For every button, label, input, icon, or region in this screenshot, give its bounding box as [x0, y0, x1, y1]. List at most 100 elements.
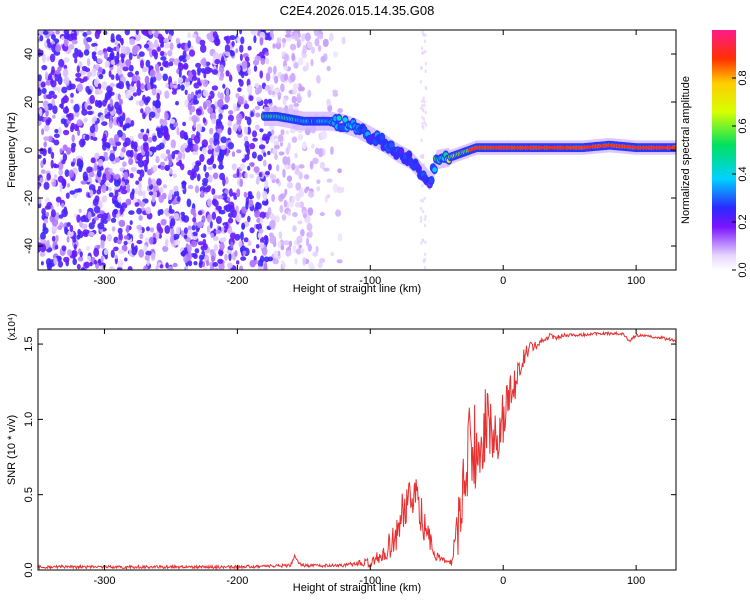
noise-blob	[104, 91, 111, 101]
noise-blob	[200, 44, 207, 53]
noise-blob	[78, 165, 83, 173]
noise-blob	[301, 141, 307, 150]
noise-blob	[268, 163, 272, 171]
noise-blob	[190, 208, 196, 215]
noise-blob	[52, 105, 58, 114]
noise-blob	[148, 236, 154, 245]
noise-blob	[285, 130, 289, 135]
noise-blob	[267, 150, 271, 156]
noise-blob	[186, 244, 192, 253]
noise-blob	[255, 96, 262, 102]
noise-blob	[422, 96, 425, 100]
noise-blob	[170, 139, 176, 149]
noise-blob	[164, 225, 171, 234]
noise-blob	[423, 265, 427, 270]
noise-blob	[61, 245, 67, 252]
noise-blob	[101, 137, 107, 142]
noise-blob	[146, 82, 151, 91]
noise-blob	[55, 30, 60, 35]
noise-blob	[237, 87, 242, 92]
noise-blob	[39, 35, 44, 42]
noise-blob	[72, 258, 77, 266]
noise-blob	[316, 186, 321, 192]
noise-blob	[213, 236, 219, 242]
noise-blob	[215, 229, 222, 234]
noise-blob	[116, 239, 122, 245]
noise-blob	[75, 72, 82, 78]
noise-blob	[288, 240, 293, 248]
noise-blob	[41, 64, 48, 71]
noise-blob	[137, 228, 143, 234]
noise-blob	[101, 184, 107, 194]
signal-core	[336, 115, 342, 121]
noise-blob	[152, 165, 158, 173]
noise-blob	[221, 56, 225, 64]
noise-blob	[172, 233, 180, 240]
noise-blob	[209, 127, 214, 135]
noise-blob	[264, 179, 269, 190]
noise-blob	[57, 76, 63, 85]
noise-blob	[193, 261, 198, 266]
noise-blob	[337, 168, 342, 174]
noise-blob	[271, 91, 275, 95]
noise-blob	[73, 213, 78, 219]
noise-blob	[195, 62, 202, 68]
noise-blob	[300, 187, 304, 194]
noise-blob	[257, 259, 264, 268]
noise-blob	[114, 157, 121, 163]
noise-blob	[284, 188, 288, 196]
noise-blob	[421, 121, 424, 126]
noise-blob	[156, 222, 162, 232]
signal-core	[429, 177, 434, 184]
noise-blob	[298, 133, 303, 141]
noise-blob	[265, 57, 270, 65]
noise-blob	[78, 30, 85, 33]
noise-blob	[302, 257, 307, 266]
noise-blob	[246, 116, 252, 126]
colorbar-gradient	[712, 30, 736, 270]
noise-blob	[260, 57, 266, 65]
noise-blob	[278, 231, 283, 240]
noise-blob	[165, 83, 169, 88]
noise-blob	[337, 108, 344, 114]
noise-blob	[291, 95, 297, 104]
noise-blob	[278, 37, 282, 43]
noise-blob	[136, 239, 143, 245]
noise-blob	[70, 92, 74, 98]
noise-blob	[279, 204, 284, 214]
noise-blob	[119, 151, 125, 158]
noise-blob	[244, 140, 250, 149]
noise-blob	[138, 182, 142, 191]
noise-blob	[51, 43, 57, 53]
noise-blob	[239, 53, 243, 62]
noise-blob	[124, 137, 131, 146]
noise-blob	[71, 39, 78, 45]
noise-blob	[74, 57, 78, 64]
noise-blob	[104, 113, 111, 119]
noise-blob	[423, 196, 426, 201]
noise-blob	[182, 142, 188, 149]
noise-blob	[295, 165, 300, 173]
noise-blob	[112, 200, 117, 205]
noise-blob	[285, 249, 292, 257]
noise-blob	[200, 79, 205, 84]
noise-blob	[326, 194, 331, 199]
noise-blob	[200, 233, 207, 238]
noise-blob	[102, 173, 107, 183]
noise-blob	[62, 106, 70, 114]
noise-blob	[326, 178, 333, 183]
noise-blob	[85, 43, 90, 51]
noise-blob	[231, 209, 237, 218]
noise-blob	[301, 53, 308, 59]
noise-blob	[44, 71, 49, 81]
noise-blob	[209, 265, 215, 270]
noise-blob	[118, 98, 123, 106]
noise-blob	[76, 83, 83, 92]
noise-blob	[164, 166, 170, 171]
signal-core	[342, 117, 348, 123]
noise-blob	[422, 259, 426, 264]
noise-blob	[187, 251, 192, 261]
snr-y-label: SNR (10 * v/v)	[6, 415, 18, 485]
noise-blob	[137, 159, 144, 168]
noise-blob	[286, 175, 293, 182]
